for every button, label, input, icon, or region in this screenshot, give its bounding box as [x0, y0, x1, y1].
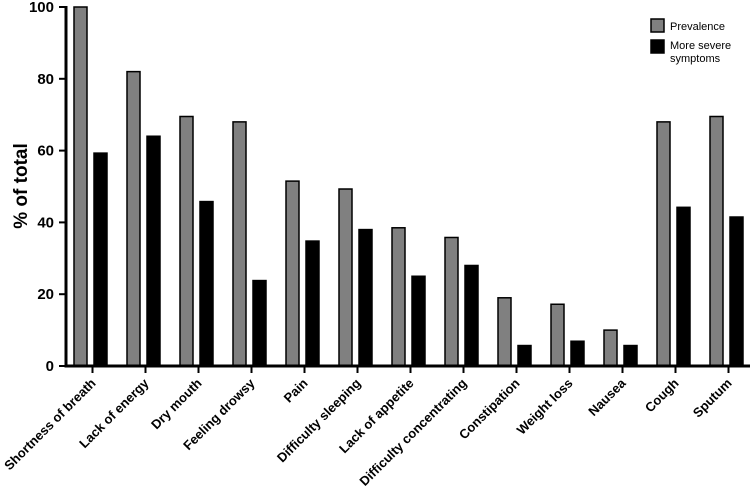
bar-prevalence-lack-of-appetite — [391, 227, 406, 367]
bar-more-severe-symptoms-difficulty-sleeping — [358, 228, 373, 367]
bar-more-severe-symptoms-constipation — [517, 344, 532, 367]
bar-prevalence-sputum — [709, 115, 724, 367]
bar-more-severe-symptoms-shortness-of-breath — [93, 152, 108, 367]
bar-more-severe-symptoms-pain — [305, 240, 320, 367]
legend-swatch-prevalence — [650, 18, 665, 33]
legend: Prevalence More severe symptoms — [650, 18, 734, 65]
bar-prevalence-nausea — [603, 329, 618, 367]
y-tick-label: 20 — [37, 286, 54, 303]
legend-label-more-severe-line2: symptoms — [670, 53, 721, 65]
bars-group — [73, 6, 744, 367]
bar-more-severe-symptoms-lack-of-appetite — [411, 275, 426, 367]
legend-label-more-severe: More severe symptoms — [670, 40, 734, 65]
x-tick-label-sputum: Sputum — [690, 376, 735, 421]
bar-prevalence-dry-mouth — [179, 115, 194, 367]
bar-more-severe-symptoms-dry-mouth — [199, 200, 214, 367]
x-tick-label-shortness-of-breath: Shortness of breath — [1, 375, 98, 472]
y-tick-label: 100 — [29, 0, 54, 16]
x-tick-label-nausea: Nausea — [585, 375, 629, 419]
bar-more-severe-symptoms-nausea — [623, 344, 638, 367]
bar-prevalence-pain — [285, 180, 300, 367]
legend-swatch-more-severe — [650, 39, 665, 54]
bar-prevalence-difficulty-concentrating — [444, 236, 459, 367]
x-tick-label-weight-loss: Weight loss — [514, 376, 576, 438]
y-tick-label: 0 — [46, 358, 54, 375]
x-tick-label-dry-mouth: Dry mouth — [148, 375, 205, 432]
bar-prevalence-weight-loss — [550, 303, 565, 367]
bar-more-severe-symptoms-cough — [676, 206, 691, 367]
bar-prevalence-lack-of-energy — [126, 70, 141, 367]
bar-prevalence-difficulty-sleeping — [338, 188, 353, 367]
bar-prevalence-cough — [656, 121, 671, 367]
bar-more-severe-symptoms-lack-of-energy — [146, 135, 161, 367]
x-tick-label-difficulty-concentrating: Difficulty concentrating — [356, 375, 469, 487]
y-tick-label: 40 — [37, 214, 54, 231]
bar-more-severe-symptoms-feeling-drowsy — [252, 279, 267, 367]
x-tick-label-pain: Pain — [281, 375, 311, 405]
legend-label-more-severe-line1: More severe — [670, 40, 731, 52]
y-axis-ticks: 0 20 40 60 80 100 — [29, 0, 66, 375]
x-tick-label-cough: Cough — [642, 375, 682, 415]
y-tick-label: 60 — [37, 143, 54, 160]
y-tick-label: 80 — [37, 71, 54, 88]
bar-prevalence-feeling-drowsy — [232, 121, 247, 367]
bar-prevalence-shortness-of-breath — [73, 6, 88, 367]
y-axis-label: % of total — [11, 143, 32, 229]
bar-prevalence-constipation — [497, 297, 512, 367]
legend-label-prevalence: Prevalence — [670, 21, 725, 33]
bar-more-severe-symptoms-weight-loss — [570, 340, 585, 367]
bar-more-severe-symptoms-difficulty-concentrating — [464, 264, 479, 367]
bar-more-severe-symptoms-sputum — [729, 216, 744, 367]
